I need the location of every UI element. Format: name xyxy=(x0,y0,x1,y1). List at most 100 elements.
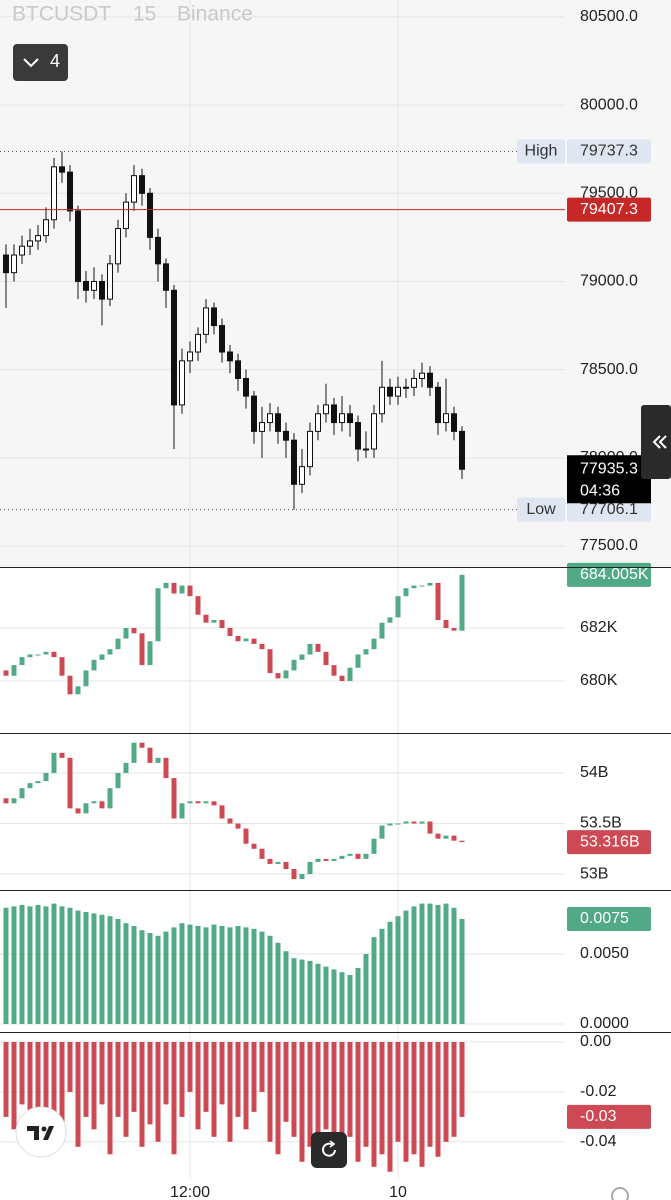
candle-body xyxy=(11,798,17,804)
candle-body xyxy=(235,635,241,642)
price-line-value-box xyxy=(567,197,651,222)
candle-body xyxy=(59,657,65,676)
candle-body xyxy=(267,858,273,864)
histogram-bar xyxy=(51,903,57,1025)
candle-body xyxy=(283,430,289,441)
candle-body xyxy=(203,801,209,804)
price-line-value: 77706.1 xyxy=(580,501,638,518)
candle-body xyxy=(235,360,241,379)
candle-body xyxy=(411,585,417,589)
settings-button[interactable] xyxy=(611,1187,629,1200)
y-tick-label: 78500.0 xyxy=(580,361,638,378)
histogram-bar xyxy=(139,1041,145,1147)
histogram-bar xyxy=(51,1041,57,1122)
histogram-bar xyxy=(83,911,89,1025)
candle-body xyxy=(179,360,185,406)
candle-body xyxy=(67,171,73,212)
y-tick-label: 680K xyxy=(580,672,618,689)
candle-body xyxy=(347,853,353,856)
candle-body xyxy=(163,263,169,291)
candle-body xyxy=(251,843,257,849)
histogram-bar xyxy=(75,910,81,1025)
histogram-bar xyxy=(179,1041,185,1117)
last-value-box xyxy=(567,906,651,931)
candle-body xyxy=(51,752,57,774)
candle-body xyxy=(99,280,105,300)
double-chevron-icon xyxy=(652,435,667,449)
last-value-box xyxy=(567,562,651,587)
histogram-bar xyxy=(243,1041,249,1130)
candle-body xyxy=(243,638,249,642)
candle-body xyxy=(179,585,185,594)
histogram-bar xyxy=(251,1041,257,1112)
candle-body xyxy=(379,386,385,415)
histogram-bar xyxy=(147,1041,153,1125)
histogram-bar xyxy=(323,966,329,1025)
collapse-indicators-button[interactable]: 4 xyxy=(13,44,68,81)
histogram-bar xyxy=(387,1041,393,1172)
candle-body xyxy=(91,801,97,804)
candle-body xyxy=(203,307,209,335)
candle-body xyxy=(91,280,97,291)
histogram-bar xyxy=(347,1041,353,1137)
histogram-bar xyxy=(67,1041,73,1092)
histogram-bar xyxy=(403,1041,409,1162)
candle-body xyxy=(451,835,457,841)
reset-chart-button[interactable] xyxy=(311,1132,347,1168)
candle-body xyxy=(307,861,313,875)
histogram-bar xyxy=(123,1041,129,1137)
histogram-bar xyxy=(75,1041,81,1147)
histogram-bar xyxy=(435,1041,441,1157)
histogram-bar xyxy=(139,930,145,1025)
candle-body xyxy=(19,788,25,799)
candle-body xyxy=(219,620,225,628)
candle-body xyxy=(195,333,201,353)
histogram-bar xyxy=(99,914,105,1025)
candle-body xyxy=(419,585,425,587)
candle-body xyxy=(331,858,337,861)
histogram-bar xyxy=(363,1041,369,1147)
interval: 15 xyxy=(133,3,156,26)
last-value-box xyxy=(567,1104,651,1129)
histogram-bar xyxy=(35,1041,41,1112)
candle-body xyxy=(427,821,433,834)
candle-body xyxy=(187,585,193,597)
histogram-bar xyxy=(43,1041,49,1155)
histogram-bar xyxy=(19,904,25,1025)
histogram-bar xyxy=(299,959,305,1025)
histogram-bar xyxy=(259,931,265,1025)
candle-body xyxy=(379,825,385,839)
candle-body xyxy=(27,240,33,247)
reset-arrow xyxy=(329,1140,336,1148)
histogram-bar xyxy=(219,925,225,1025)
y-tick-label: 77500.0 xyxy=(580,537,638,554)
tradingview-logo[interactable] xyxy=(15,1106,67,1158)
histogram-bar xyxy=(11,1041,17,1130)
price-line-name: Low xyxy=(526,501,556,518)
last-value-label: -0.03 xyxy=(580,1108,617,1125)
y-tick-label: 54B xyxy=(580,764,608,781)
last-value-label: 53.316B xyxy=(580,833,640,850)
candle-body xyxy=(187,351,193,362)
histogram-bar xyxy=(115,918,121,1025)
candle-body xyxy=(123,201,129,230)
candle-body xyxy=(11,254,17,274)
histogram-bar xyxy=(379,928,385,1025)
candle-body xyxy=(323,651,329,666)
histogram-bar xyxy=(219,1041,225,1105)
candle-body xyxy=(443,835,449,839)
candle-body xyxy=(387,617,393,623)
candle-body xyxy=(299,466,305,485)
candle-body xyxy=(115,773,121,789)
exchange: Binance xyxy=(177,3,253,26)
candle-body xyxy=(107,649,113,655)
pane-separators xyxy=(0,567,671,1033)
button-background xyxy=(311,1132,347,1168)
candle-body xyxy=(123,627,129,639)
candle-body xyxy=(51,651,57,658)
histogram-bar xyxy=(107,916,113,1025)
candle-body xyxy=(83,280,89,291)
histogram-bar xyxy=(171,927,177,1025)
expand-panel-tab[interactable] xyxy=(641,405,671,479)
candle-body xyxy=(139,633,145,666)
